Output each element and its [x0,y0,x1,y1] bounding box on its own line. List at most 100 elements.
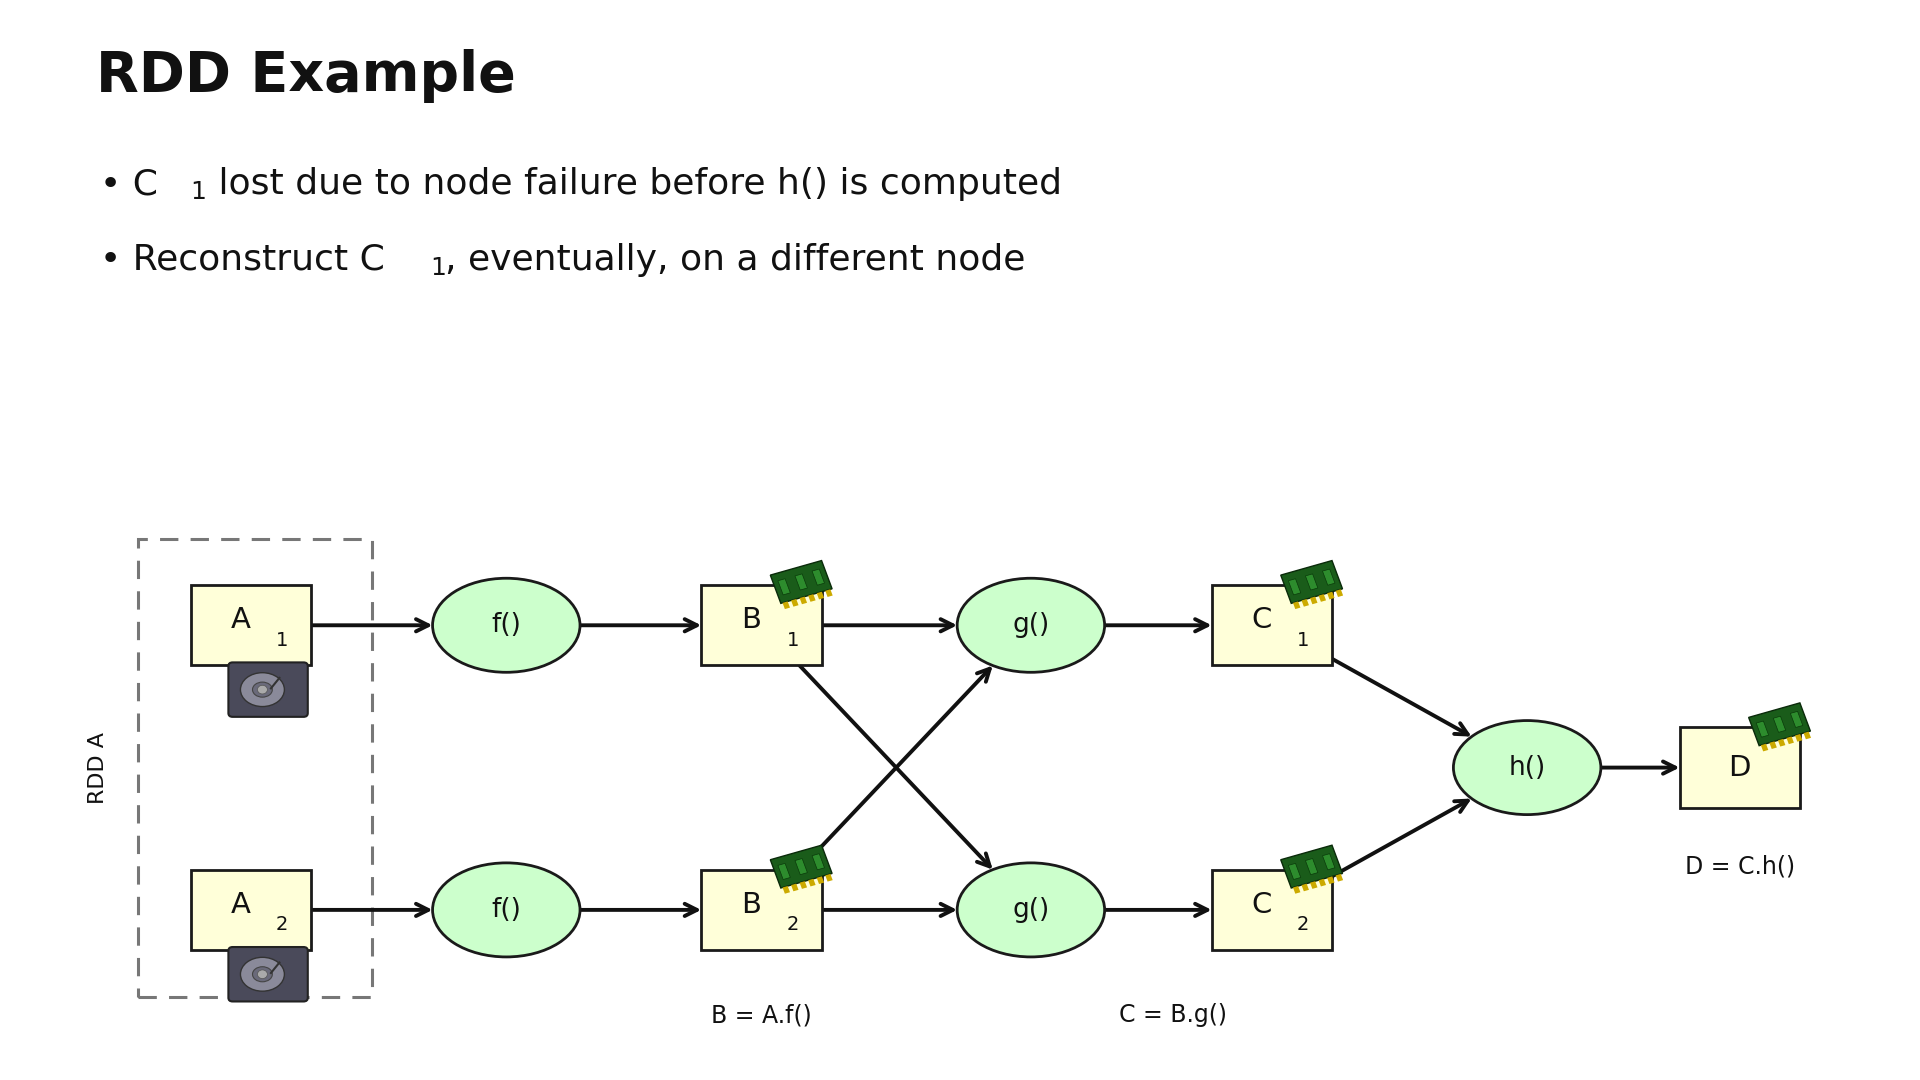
Text: 1: 1 [276,631,288,650]
Text: A: A [230,606,252,634]
FancyBboxPatch shape [228,947,307,1001]
Text: f(): f() [492,612,520,638]
Bar [812,853,824,869]
Ellipse shape [1453,720,1601,814]
Bar [770,561,831,604]
Bar [1336,874,1344,881]
Text: RDD Example: RDD Example [96,49,516,103]
Bar [795,573,808,590]
Bar [1309,881,1317,889]
Bar [826,874,833,881]
Bar [1795,734,1803,742]
Bar [1323,569,1334,585]
Bar [1319,879,1327,887]
Bar [1292,886,1300,894]
Bar [1770,741,1776,748]
Text: • C: • C [100,167,157,201]
Text: B = A.f(): B = A.f() [710,1003,812,1027]
Ellipse shape [432,578,580,672]
Bar [799,881,806,889]
Bar [783,602,789,609]
Bar [1757,721,1768,738]
Text: g(): g() [1012,612,1050,638]
Text: 2: 2 [787,915,799,934]
Bar [138,539,372,997]
Circle shape [257,686,267,694]
Text: B: B [741,891,762,919]
Bar [1309,596,1317,604]
Bar [1323,853,1334,869]
Text: 2: 2 [276,915,288,934]
Bar [1319,594,1327,602]
Bar [1327,592,1334,599]
Bar [1803,731,1811,740]
Text: g(): g() [1012,896,1050,923]
Text: 1: 1 [787,631,799,650]
FancyBboxPatch shape [1680,727,1801,808]
FancyBboxPatch shape [1212,869,1332,950]
Text: 1: 1 [430,256,445,280]
Text: f(): f() [492,896,520,923]
Bar [795,859,808,875]
Bar [1789,712,1803,728]
Bar [799,596,806,604]
FancyBboxPatch shape [701,585,822,665]
Ellipse shape [958,863,1104,957]
Bar [812,569,824,585]
Text: RDD A: RDD A [88,731,108,804]
Bar [770,846,831,888]
Text: • Reconstruct C: • Reconstruct C [100,243,384,276]
Bar [1302,599,1309,607]
Circle shape [257,970,267,978]
Text: h(): h() [1509,755,1546,781]
Text: D: D [1728,754,1751,782]
Ellipse shape [240,673,284,706]
Text: C = B.g(): C = B.g() [1119,1003,1227,1027]
Text: 1: 1 [190,180,205,204]
Ellipse shape [240,957,284,991]
Bar [791,883,799,891]
Bar [1786,737,1793,744]
Ellipse shape [432,863,580,957]
Bar [808,879,816,887]
Text: A: A [230,891,252,919]
Text: C: C [1252,891,1273,919]
Bar [1774,716,1786,732]
Bar [1288,863,1300,879]
Bar [791,599,799,607]
Bar [1302,883,1309,891]
Bar [778,579,791,595]
Ellipse shape [253,967,273,982]
FancyBboxPatch shape [701,869,822,950]
Bar [1281,561,1342,604]
FancyBboxPatch shape [228,662,307,717]
Text: , eventually, on a different node: , eventually, on a different node [445,243,1025,276]
Text: D = C.h(): D = C.h() [1684,854,1795,879]
Text: 1: 1 [1296,631,1309,650]
FancyBboxPatch shape [190,869,311,950]
FancyBboxPatch shape [190,585,311,665]
Bar [1292,602,1300,609]
Bar [1327,876,1334,885]
Bar [1281,846,1342,888]
Bar [778,863,791,879]
Bar [816,876,824,885]
Text: B: B [741,606,762,634]
Bar [1749,703,1811,745]
FancyBboxPatch shape [1212,585,1332,665]
Bar [808,594,816,602]
Bar [816,592,824,599]
Text: C: C [1252,606,1273,634]
Bar [1306,859,1317,875]
Ellipse shape [253,683,273,698]
Ellipse shape [958,578,1104,672]
Bar [1761,744,1768,752]
Bar [1336,590,1344,597]
Bar [783,886,789,894]
Bar [1778,739,1786,746]
Text: 2: 2 [1296,915,1309,934]
Bar [1288,579,1300,595]
Text: lost due to node failure before h() is computed: lost due to node failure before h() is c… [207,167,1062,201]
Bar [1306,573,1317,590]
Bar [826,590,833,597]
